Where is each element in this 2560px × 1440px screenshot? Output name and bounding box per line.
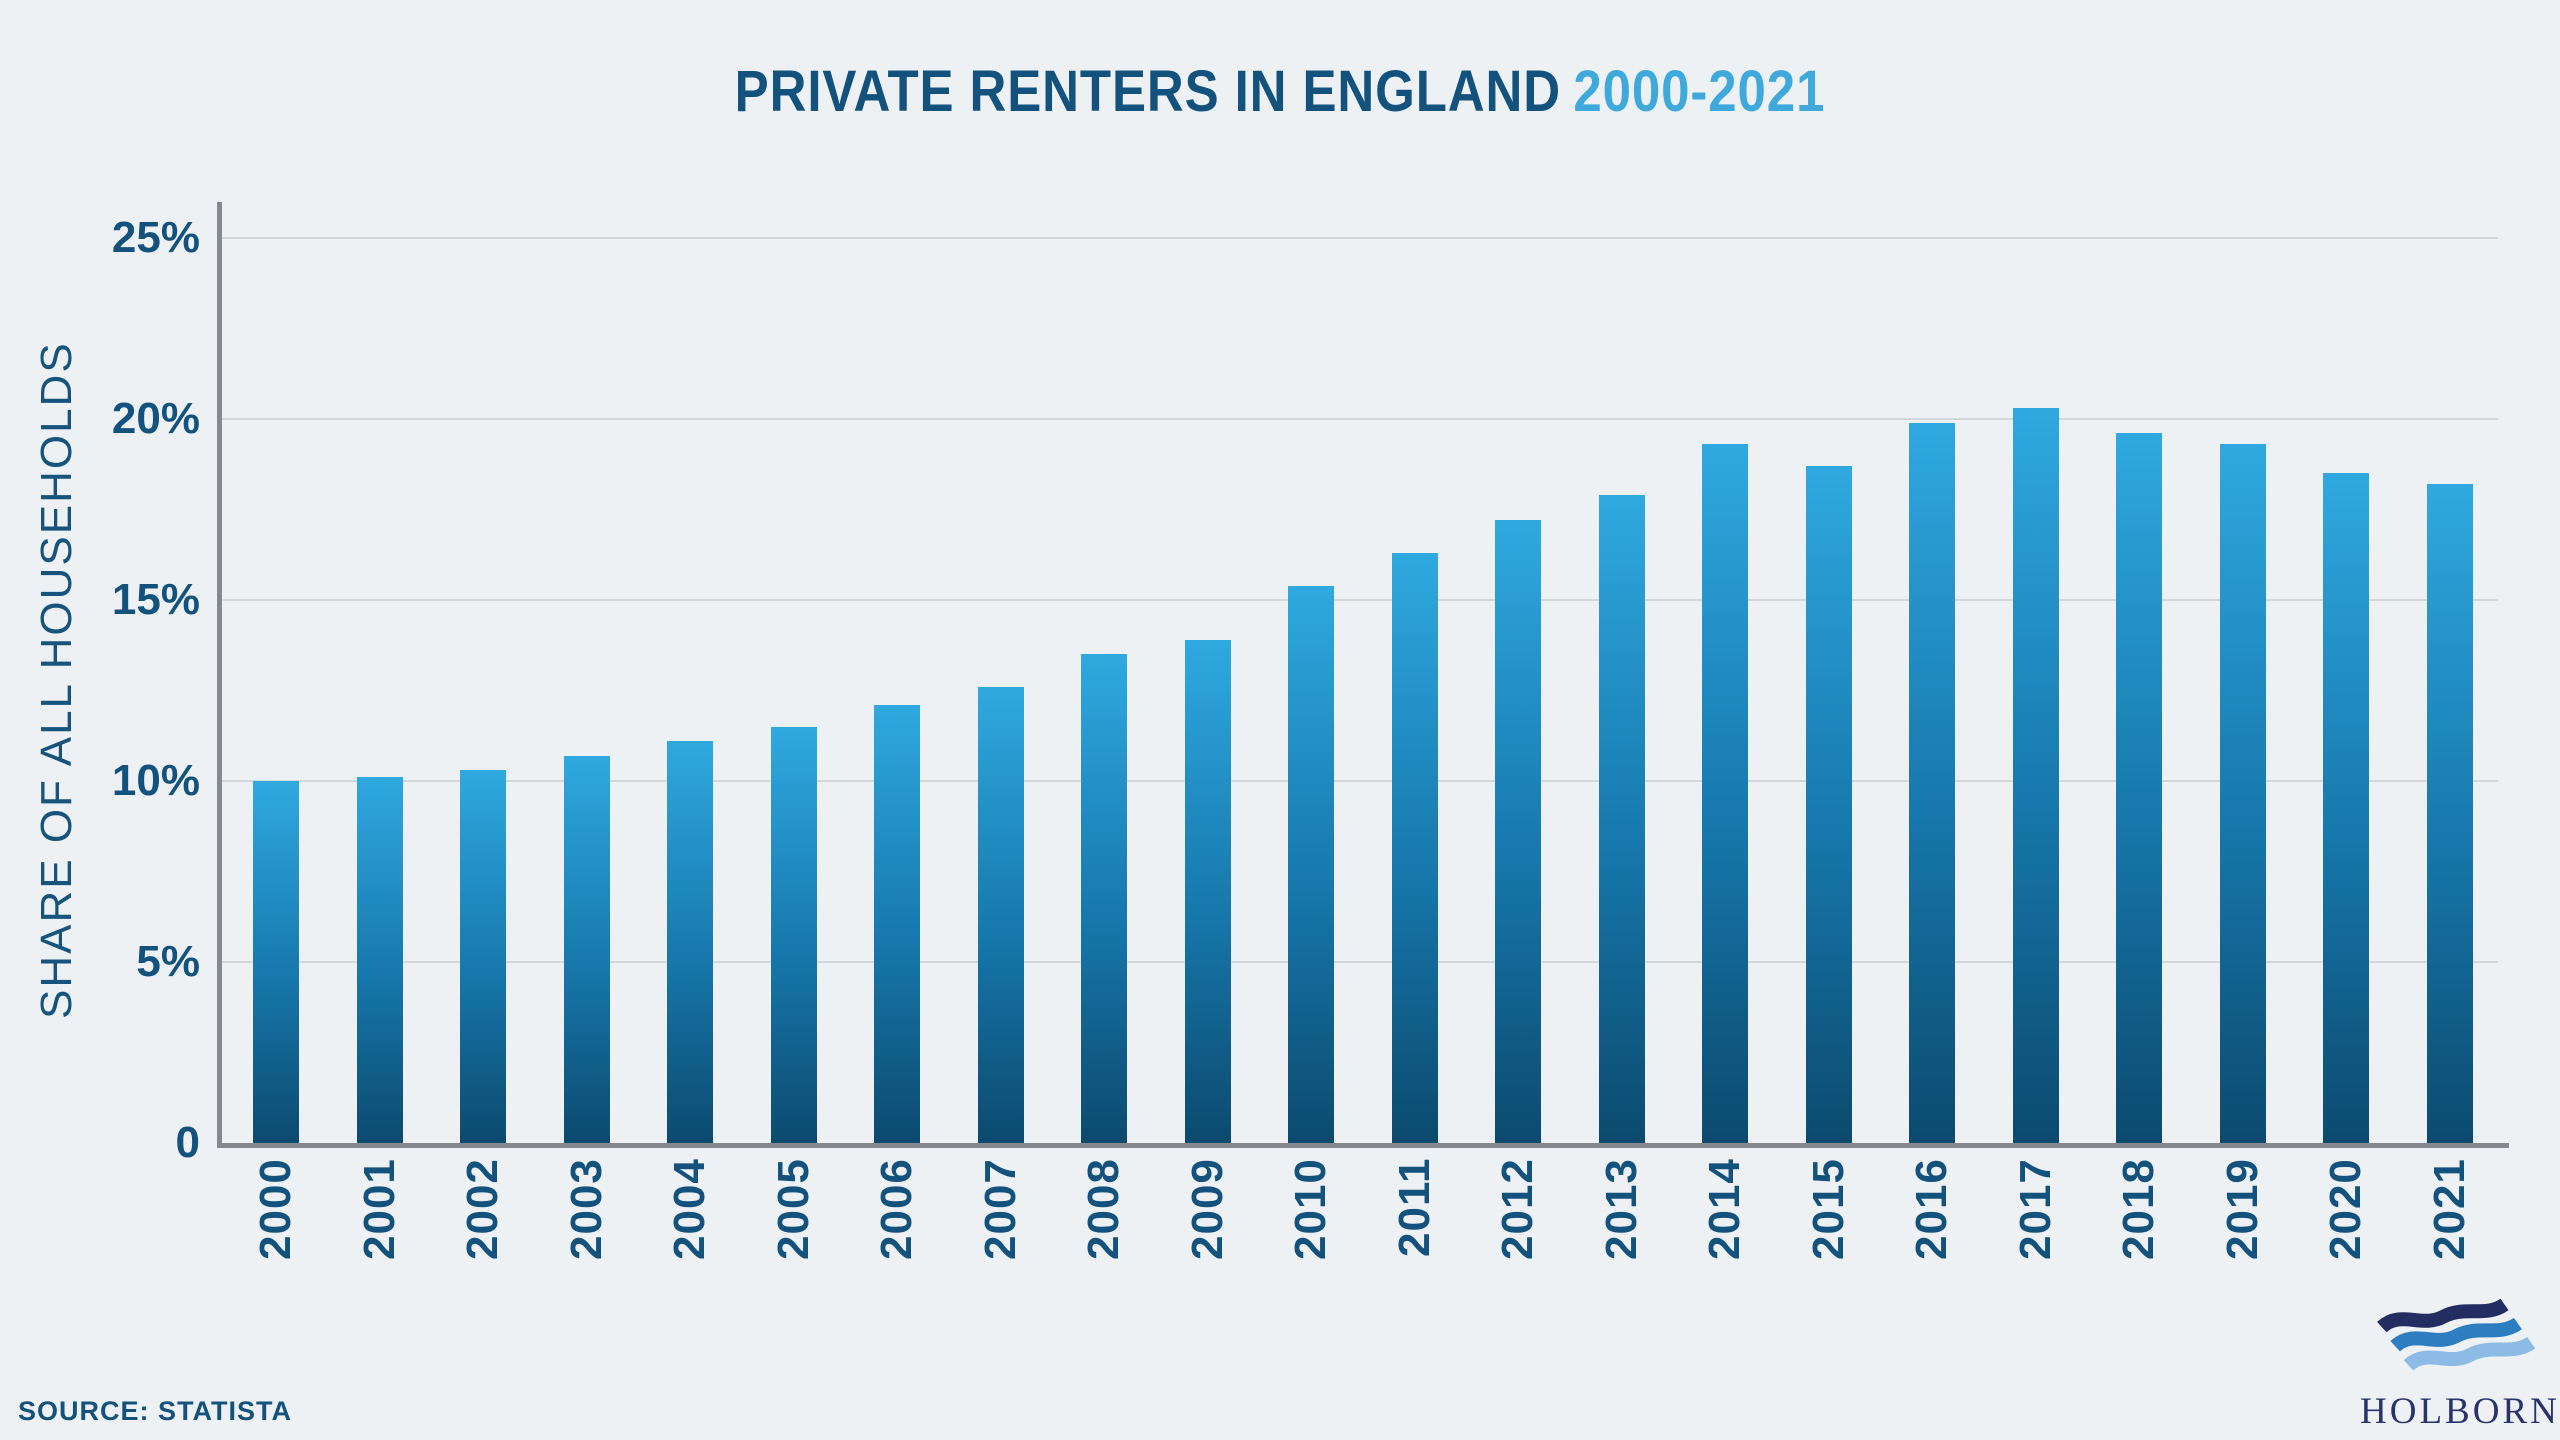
x-label-2018: 2018 <box>2114 1158 2163 1260</box>
bar-2015 <box>1805 466 1852 1143</box>
x-label-2005: 2005 <box>768 1158 818 1260</box>
y-tick-15: 15% <box>111 575 200 624</box>
bar-2005 <box>770 726 817 1143</box>
x-label-2011: 2011 <box>1389 1158 1439 1258</box>
x-label-2000: 2000 <box>251 1158 300 1260</box>
x-label-2002: 2002 <box>458 1158 507 1260</box>
bar-2021 <box>2426 484 2473 1143</box>
x-label-2007: 2007 <box>975 1158 1025 1260</box>
y-tick-20: 20% <box>111 394 200 443</box>
bar-2016 <box>1909 422 1955 1143</box>
wave-light <box>2403 1336 2535 1371</box>
x-label-2012: 2012 <box>1493 1158 1542 1260</box>
bar-2019 <box>2219 444 2266 1143</box>
gridline-15 <box>222 599 2498 601</box>
x-label-2020: 2020 <box>2321 1158 2370 1260</box>
x-label-2004: 2004 <box>665 1158 714 1260</box>
y-tick-10: 10% <box>111 756 200 805</box>
bar-2020 <box>2323 473 2369 1143</box>
holborn-logo-text: HOLBORN <box>2360 1391 2560 1432</box>
bar-2014 <box>1702 444 1748 1143</box>
chart-title-main: PRIVATE RENTERS IN ENGLAND <box>734 59 1562 124</box>
bar-2003 <box>563 755 610 1143</box>
x-label-2019: 2019 <box>2217 1158 2267 1260</box>
y-tick-25: 25% <box>111 213 200 262</box>
holborn-waves-icon <box>2377 1298 2535 1371</box>
gridline-20 <box>222 418 2498 420</box>
x-axis-line <box>217 1143 2509 1148</box>
bar-2018 <box>2116 433 2162 1143</box>
x-label-2016: 2016 <box>1907 1158 1956 1260</box>
gridline-10 <box>222 780 2498 782</box>
chart-title: PRIVATE RENTERS IN ENGLAND 2000-2021 <box>154 58 2407 125</box>
holborn-logo: HOLBORN <box>2360 1296 2560 1433</box>
gridline-25 <box>222 237 2498 239</box>
bar-2001 <box>356 777 403 1143</box>
x-label-2001: 2001 <box>354 1158 404 1260</box>
bar-2002 <box>460 770 506 1143</box>
bar-2012 <box>1495 520 1541 1143</box>
wave-dark <box>2377 1298 2509 1333</box>
y-tick-0: 0 <box>175 1118 200 1167</box>
bar-2011 <box>1391 552 1438 1143</box>
x-label-2014: 2014 <box>1700 1158 1749 1260</box>
bar-2009 <box>1184 639 1231 1143</box>
bar-2007 <box>977 686 1024 1143</box>
bar-2013 <box>1598 495 1645 1143</box>
x-label-2015: 2015 <box>1803 1158 1853 1260</box>
bar-2017 <box>2012 408 2059 1143</box>
wave-mid <box>2390 1317 2522 1352</box>
x-label-2021: 2021 <box>2424 1158 2474 1260</box>
bar-2004 <box>667 741 713 1143</box>
bar-2008 <box>1081 654 1127 1143</box>
chart-title-range: 2000-2021 <box>1573 59 1826 124</box>
x-label-2013: 2013 <box>1596 1158 1646 1260</box>
x-label-2008: 2008 <box>1079 1158 1128 1260</box>
gridline-5 <box>222 961 2498 963</box>
bar-2010 <box>1288 585 1334 1143</box>
y-tick-5: 5% <box>136 937 200 986</box>
bar-2000 <box>253 781 299 1143</box>
x-label-2010: 2010 <box>1286 1158 1335 1260</box>
source-note: SOURCE: STATISTA <box>18 1396 292 1426</box>
x-label-2017: 2017 <box>2010 1158 2060 1260</box>
bar-2006 <box>874 704 920 1143</box>
x-label-2003: 2003 <box>561 1158 611 1260</box>
y-axis-line <box>217 202 222 1148</box>
x-label-2009: 2009 <box>1182 1158 1232 1260</box>
x-label-2006: 2006 <box>872 1158 921 1260</box>
